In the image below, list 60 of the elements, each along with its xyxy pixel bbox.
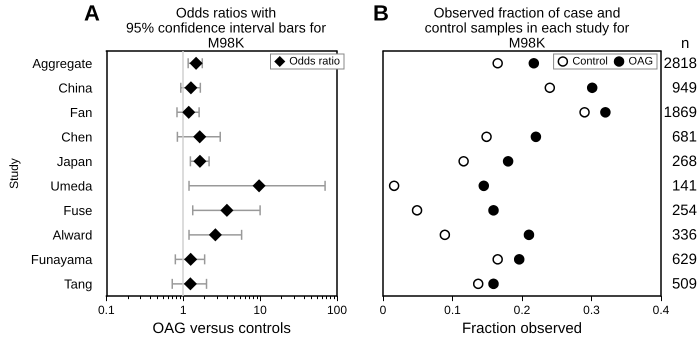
y-tick-label: China: [58, 80, 94, 96]
y-tick-label: Tang: [64, 276, 92, 292]
y-tick-label: Funayama: [30, 252, 94, 267]
chart-title: Odds ratios with 95% confidence interval bars for M98K: [126, 4, 326, 50]
point: [492, 254, 503, 265]
legend-label: Control: [572, 56, 608, 68]
point: [586, 82, 598, 94]
chart-title: Observed fraction of case and control samples in each study for M98K: [424, 4, 630, 50]
x-tick-label: 1: [180, 303, 187, 318]
point: [472, 278, 484, 290]
y-tick-label: Fuse: [63, 202, 92, 218]
x-tick-label: 100: [326, 303, 348, 318]
point: [544, 82, 556, 94]
text: n: [681, 35, 690, 52]
text: 1869: [664, 104, 697, 121]
text: B: [373, 0, 389, 26]
y-tick-label: Aggregate: [32, 56, 92, 71]
x-tick-label: 0.3: [583, 303, 600, 318]
point: [478, 180, 490, 192]
y-tick-label: Japan: [56, 154, 92, 169]
point: [530, 132, 542, 142]
x-tick-label: 0.1: [444, 303, 462, 318]
point: [458, 156, 469, 167]
y-tick-label: Alward: [52, 227, 92, 242]
y-tick-label: Fan: [70, 104, 92, 120]
point: [502, 156, 514, 167]
text: 254: [672, 202, 697, 219]
x-tick-label: 0: [380, 303, 387, 318]
point: [388, 180, 400, 192]
point: [514, 254, 524, 265]
y-tick-label: Chen: [61, 129, 92, 144]
text: 949: [672, 79, 697, 96]
point: [528, 58, 540, 68]
legend-label: OAG: [628, 56, 654, 68]
text: 681: [672, 128, 697, 146]
point: [600, 107, 611, 118]
point: [440, 230, 450, 240]
x-axis-title: Fraction observed: [462, 320, 582, 337]
y-axis-title: Study: [7, 158, 21, 189]
x-tick-label: 0.4: [652, 303, 670, 318]
x-axis-title: OAG versus controls: [152, 320, 291, 337]
text: 336: [672, 226, 697, 244]
text: 509: [672, 275, 697, 292]
point: [481, 132, 492, 142]
point: [412, 205, 422, 216]
text: A: [84, 0, 100, 26]
text: 268: [672, 152, 697, 170]
x-tick-label: 0.1: [98, 303, 115, 318]
point: [488, 205, 499, 216]
point: [492, 58, 503, 68]
point: [524, 230, 534, 240]
x-tick-label: 0.2: [514, 303, 531, 318]
text: 629: [672, 250, 697, 268]
y-tick-label: Umeda: [50, 178, 94, 194]
point: [579, 107, 590, 118]
point: [488, 278, 499, 290]
text: 141: [672, 177, 697, 194]
x-tick-label: 10: [253, 303, 268, 318]
legend-label: Odds ratio: [289, 56, 340, 68]
text: 2818: [664, 54, 697, 72]
